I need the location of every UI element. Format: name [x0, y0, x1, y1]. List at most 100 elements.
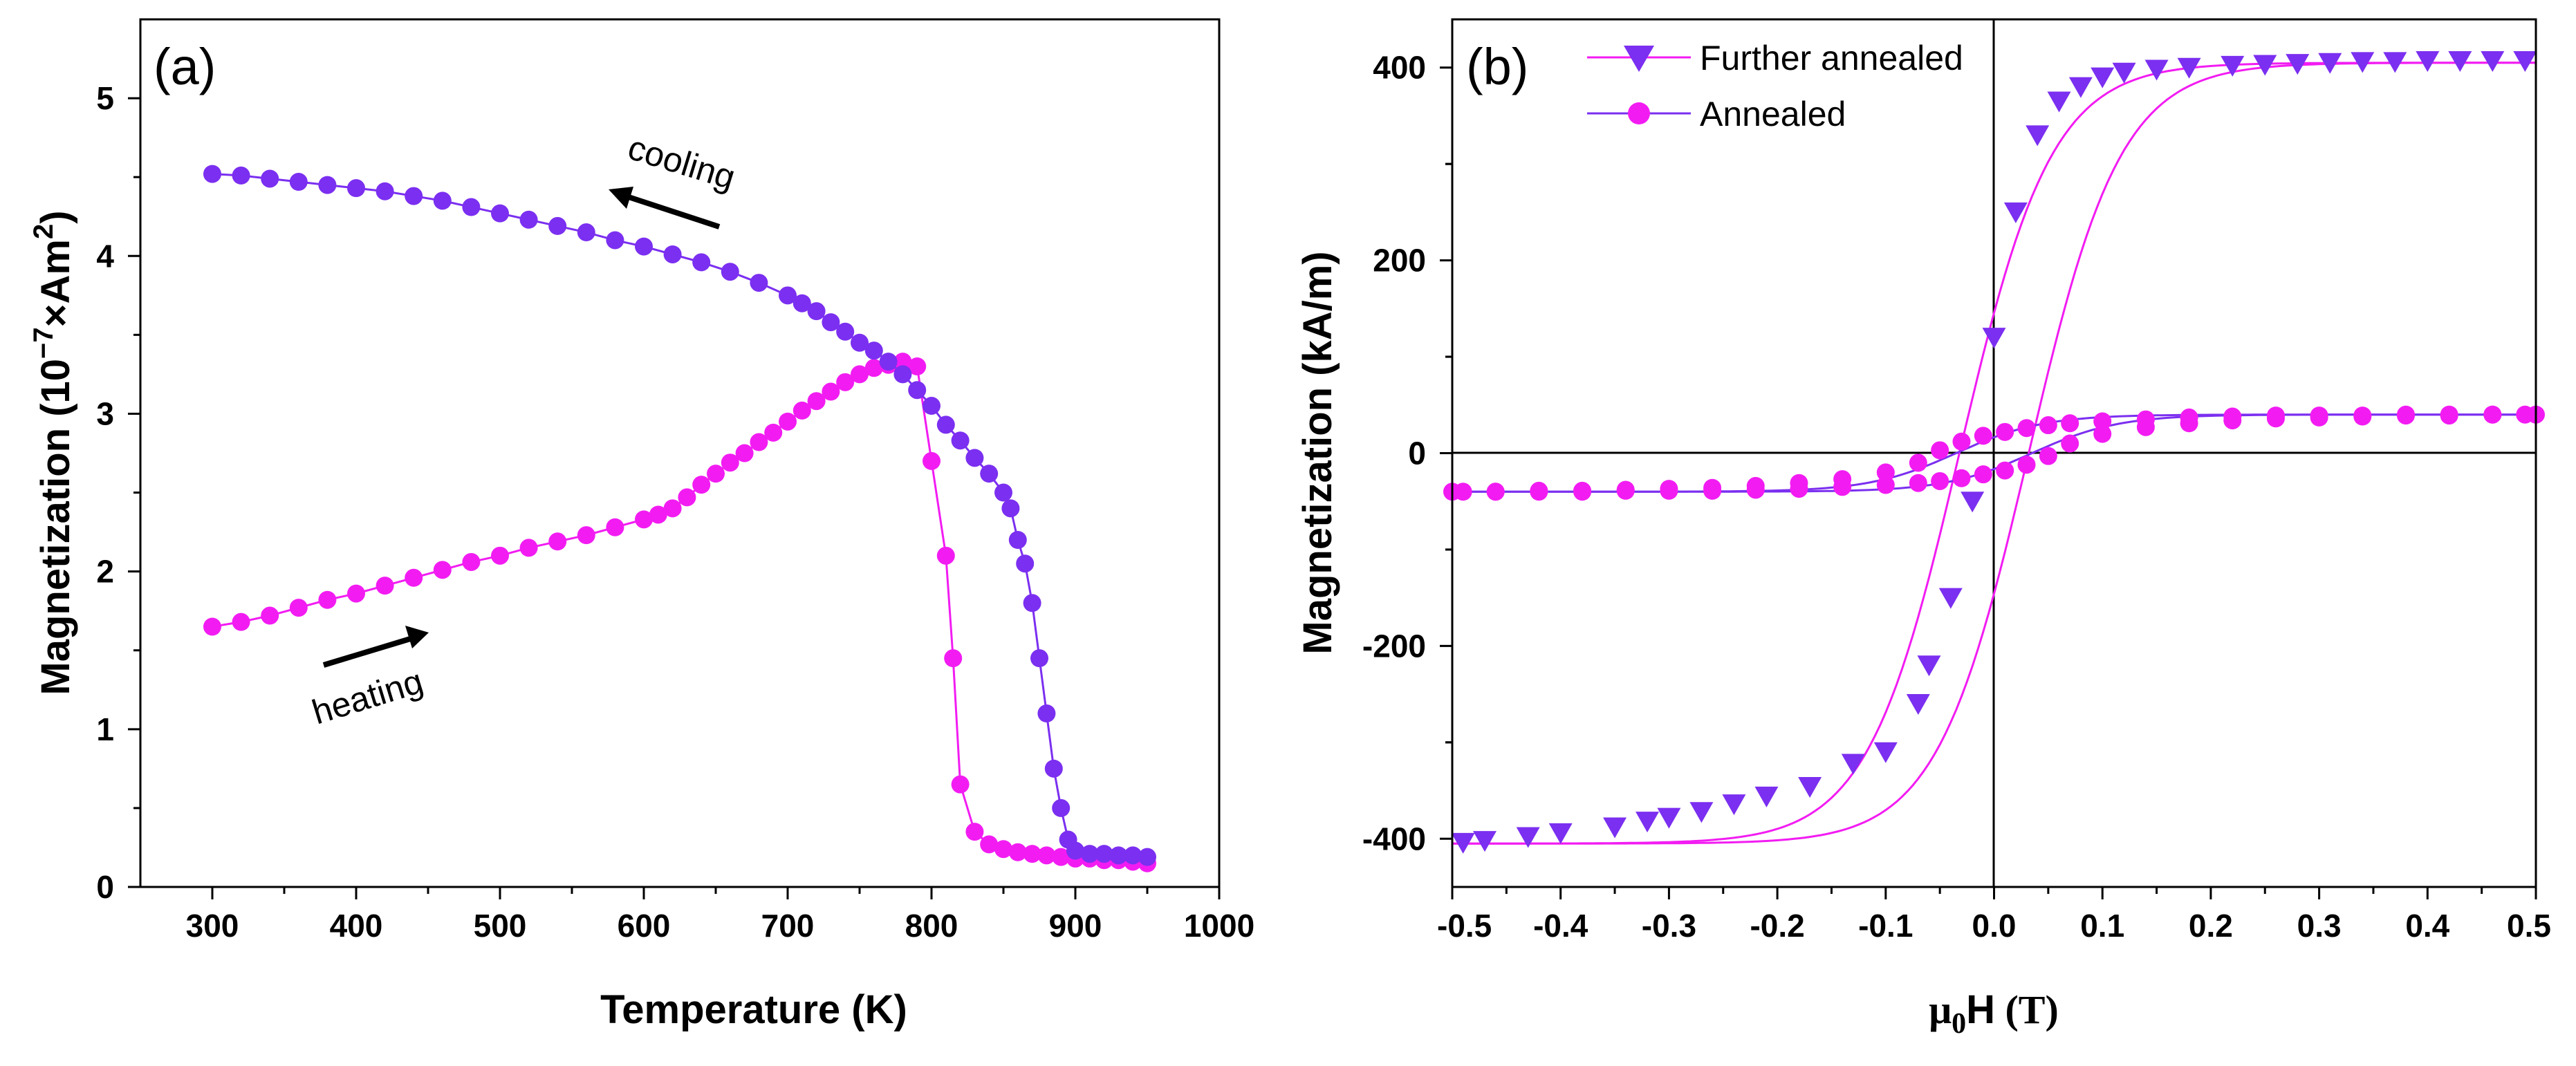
series-cooling-point: [1138, 848, 1156, 866]
series-heating-point: [923, 451, 940, 470]
series-annealed-point: [2310, 408, 2328, 427]
series-cooling-point: [879, 353, 898, 371]
series-annealed-point: [2180, 414, 2198, 433]
series-cooling-point: [1016, 554, 1035, 573]
panel-b-x-tick-label: 0.5: [2507, 908, 2551, 944]
series-further-annealed-point: [2481, 50, 2505, 72]
series-further-annealed-point: [1906, 694, 1930, 716]
series-further-annealed-point: [2047, 91, 2071, 113]
series-annealed-point: [1833, 478, 1852, 496]
series-further-annealed-point: [2068, 77, 2093, 98]
series-cooling-point: [376, 182, 394, 200]
series-annealed-point: [1746, 480, 1765, 499]
series-heating-point: [965, 823, 984, 841]
series-further-annealed-point: [2091, 67, 2115, 88]
cooling-annotation: cooling: [609, 128, 740, 230]
series-heating-point: [735, 444, 754, 462]
series-cooling-point: [1124, 846, 1142, 865]
panel-a-x-tick-label: 500: [474, 908, 527, 944]
series-cooling-point: [836, 322, 855, 341]
series-annealed-point: [2039, 447, 2057, 465]
series-annealed-point: [2017, 456, 2036, 474]
series-cooling-point: [1052, 798, 1071, 817]
series-further-annealed-point: [1938, 588, 1963, 609]
series-further-annealed-point: [2383, 52, 2407, 73]
series-annealed-point: [2061, 434, 2079, 453]
series-cooling-point: [1044, 759, 1063, 778]
series-heating-point: [347, 584, 365, 603]
series-cooling-point: [692, 253, 711, 272]
series-further-annealed-point: [2221, 55, 2245, 77]
series-cooling-point: [923, 397, 940, 415]
series-cooling-point: [994, 483, 1012, 502]
series-heating-point: [721, 453, 739, 472]
series-heating-point: [793, 401, 811, 420]
series-annealed-point: [1952, 469, 1971, 487]
series-heating-point: [707, 465, 725, 483]
series-annealed-point: [1952, 432, 1971, 451]
panel-b: -0.5 -0.4 -0.3 -0.2 -0.1 0.0 0.1 0.2 0.3 0.4 0.5 -…: [1295, 18, 2551, 1040]
legend: Further annealed Annealed: [1587, 39, 1963, 133]
panel-a-y-tick-label: 1: [96, 711, 114, 747]
series-cooling-point: [965, 449, 984, 467]
panel-a-x-tick-label: 1000: [1184, 908, 1254, 944]
series-heating-point: [663, 499, 682, 518]
panel-a-x-tick-label: 900: [1049, 908, 1102, 944]
series-annealed-point: [2017, 419, 2036, 438]
series-heating-point: [779, 412, 797, 431]
panel-b-label: (b): [1466, 38, 1528, 95]
panel-a: 300 400 500 600 700 800 900 1000 0 1 2 3 4 5 (a) Tem…: [28, 18, 1254, 1032]
series-annealed-point: [2440, 406, 2458, 425]
panel-a-y-tick-label: 4: [96, 238, 114, 274]
series-further-annealed-point: [2112, 62, 2136, 84]
panel-a-y-tick-label: 0: [96, 869, 114, 905]
panel-b-x-tick-label: -0.2: [1750, 908, 1804, 944]
series-heating-point: [405, 568, 423, 587]
series-annealed-point: [1454, 483, 1472, 501]
panel-b-y-tick-label: 200: [1373, 243, 1426, 279]
series-annealed-point: [1996, 422, 2014, 441]
series-heating-point: [764, 423, 783, 442]
series-heating-point: [519, 539, 538, 557]
series-cooling-point: [462, 198, 481, 216]
series-heating-point: [635, 510, 653, 529]
series-cooling-point: [635, 237, 653, 256]
panel-b-x-tick-label: -0.4: [1533, 908, 1588, 944]
series-annealed-point: [1703, 481, 1722, 500]
series-further-annealed-point: [1636, 812, 1660, 833]
series-cooling-point: [1001, 499, 1020, 518]
series-cooling-point: [851, 333, 869, 352]
series-further-annealed-point: [2416, 50, 2440, 72]
series-heating-point: [289, 599, 308, 617]
series-heating-point: [822, 382, 840, 401]
series-annealed-point: [1616, 481, 1635, 500]
series-heating-point: [376, 577, 394, 595]
panel-b-x-tick-label: 0.3: [2297, 908, 2342, 944]
series-cooling-point: [663, 245, 682, 263]
series-heating-point: [232, 613, 250, 631]
series-annealed-point: [1996, 461, 2014, 480]
series-further-annealed-point: [1982, 328, 2006, 349]
series-further-annealed-point: [1548, 823, 1573, 844]
panel-b-marks: [1443, 50, 2545, 854]
series-cooling-point: [405, 187, 423, 205]
series-annealed-point: [2353, 407, 2372, 426]
series-heating-point: [836, 373, 855, 391]
series-annealed-point: [1931, 441, 1949, 460]
legend-further-annealed: Further annealed: [1587, 39, 1963, 77]
panel-b-x-tick-label: -0.1: [1858, 908, 1913, 944]
panel-a-x-tick-label: 600: [618, 908, 671, 944]
series-cooling-point: [1008, 531, 1027, 549]
cooling-label: cooling: [624, 128, 740, 197]
panel-a-x-tick-label: 800: [905, 908, 958, 944]
series-heating-line: [212, 360, 1148, 865]
series-annealed-point: [1909, 453, 1927, 472]
series-annealed-point: [2396, 406, 2415, 425]
series-heating-point: [318, 590, 337, 609]
panel-b-y-tick-label: -400: [1362, 821, 1426, 857]
series-heating-point: [1023, 845, 1041, 863]
series-heating-point: [261, 606, 279, 625]
panel-a-y-ticks: 0 1 2 3 4 5: [96, 80, 140, 905]
series-further-annealed-point: [1754, 786, 1779, 807]
